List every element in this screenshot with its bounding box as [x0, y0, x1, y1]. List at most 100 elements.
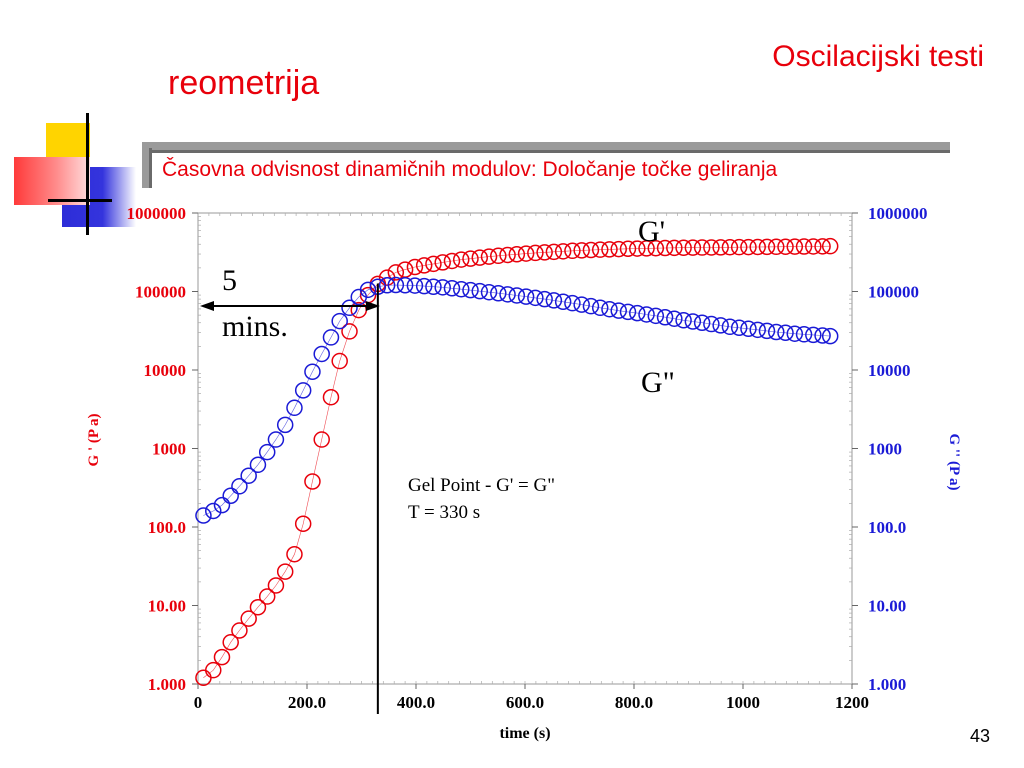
g-double-prime-point	[359, 281, 377, 299]
plot-frame	[197, 212, 853, 685]
g-prime-point	[415, 257, 433, 274]
g-double-prime-point	[536, 290, 553, 308]
g-double-prime-point	[684, 313, 702, 330]
g-double-prime-point	[740, 320, 757, 338]
g-prime-point	[213, 648, 231, 666]
subtitle-bar-left-shadow	[149, 148, 152, 188]
y-tick-label-right: 10000	[868, 361, 911, 380]
y-tick-label-right: 1.000	[868, 675, 906, 694]
g-prime-point	[462, 250, 479, 267]
g-prime-point	[443, 252, 461, 270]
g-double-prime-point	[573, 296, 590, 313]
y-tick-label-left: 10000	[144, 361, 187, 380]
subtitle-bar-left	[142, 142, 149, 188]
g-double-prime-point	[286, 399, 303, 417]
g-double-prime-point	[205, 502, 222, 520]
g-double-prime-point	[499, 286, 516, 303]
slide-title-left: reometrija	[168, 64, 320, 102]
subtitle-bar	[142, 142, 950, 150]
g-double-prime-point	[821, 327, 839, 345]
y-tick-label-right: 100000	[868, 283, 919, 302]
g-double-prime-point	[591, 299, 609, 317]
g-double-prime-point	[313, 345, 330, 363]
y-tick-label-left: 10.00	[148, 597, 186, 616]
x-tick-label: 800.0	[615, 693, 653, 712]
g-double-prime-point	[638, 306, 655, 323]
y-tick-label-right: 10.00	[868, 597, 906, 616]
g-prime-point	[499, 246, 516, 264]
g-prime-point	[619, 240, 637, 258]
g-double-prime-point	[517, 288, 535, 305]
g-prime-point	[508, 246, 526, 263]
g-prime-point	[749, 238, 766, 256]
subtitle-bar-shadow	[142, 150, 950, 153]
g-double-prime-point	[675, 312, 692, 329]
g-double-prime-label: G"	[641, 366, 675, 399]
g-prime-point	[471, 249, 489, 266]
g-double-prime-point	[666, 310, 683, 327]
g-double-prime-point	[749, 321, 766, 339]
g-prime-label: G'	[638, 215, 665, 248]
g-prime-point	[331, 352, 348, 370]
g-prime-point	[684, 239, 702, 256]
g-prime-point	[205, 661, 222, 679]
g-double-prime-point	[258, 443, 276, 461]
y-tick-label-left: 1000000	[127, 204, 187, 223]
g-double-prime-point	[462, 281, 479, 299]
y-tick-label-right: 100.0	[868, 518, 906, 537]
g-double-prime-point	[721, 318, 739, 336]
g-prime-point	[656, 239, 674, 257]
g-prime-point	[434, 254, 451, 271]
x-tick-label: 400.0	[397, 693, 435, 712]
g-double-prime-point	[415, 277, 433, 295]
g-double-prime-point	[490, 284, 507, 302]
g-prime-point	[276, 563, 294, 580]
g-prime-point	[231, 622, 248, 639]
g-double-prime-point	[425, 278, 442, 295]
g-prime-point	[777, 238, 794, 255]
g-prime-point	[721, 239, 739, 256]
g-double-prime-point	[814, 327, 831, 344]
x-tick-label: 0	[194, 693, 203, 712]
decorative-logo	[10, 105, 145, 235]
y-tick-label-left: 100000	[135, 283, 186, 302]
g-double-prime-point	[276, 416, 294, 434]
g-prime-point	[240, 610, 257, 627]
x-tick-label: 1200	[835, 693, 869, 712]
g-double-prime-point	[480, 283, 498, 301]
g-double-prime-point	[452, 280, 470, 298]
g-prime-point	[313, 431, 330, 448]
g-double-prime-point	[730, 319, 748, 337]
g-prime-point	[387, 264, 405, 281]
series-layer	[195, 237, 839, 687]
g-double-prime-point	[240, 467, 257, 484]
y-axis-title-right: G '' (P a)	[946, 433, 962, 490]
g-double-prime-point	[703, 315, 720, 333]
g-prime-point	[582, 241, 600, 259]
g-double-prime-point	[601, 300, 618, 318]
g-double-prime-point	[527, 289, 544, 307]
g-double-prime-point	[387, 276, 405, 294]
g-prime-point	[267, 577, 285, 594]
gel-point-label: Gel Point - G' = G"	[408, 475, 555, 496]
g-prime-point	[767, 238, 785, 256]
g-prime-point	[795, 238, 813, 255]
g-prime-point	[712, 239, 729, 256]
slide-number: 43	[969, 726, 990, 746]
g-prime-point	[703, 239, 720, 256]
y-axis-title-left: G ' (P a)	[86, 414, 102, 467]
y-tick-label-left: 1000	[152, 440, 186, 459]
annotation-layer	[200, 283, 380, 714]
g-prime-point	[814, 238, 831, 255]
g-prime-point	[304, 473, 321, 490]
g-double-prime-point	[554, 293, 572, 311]
g-double-prime-point	[805, 326, 822, 344]
g-double-prime-point	[629, 304, 646, 322]
g-double-prime-point	[610, 302, 627, 319]
x-tick-label: 200.0	[288, 693, 326, 712]
g-prime-point	[517, 245, 535, 262]
g-prime-line	[203, 245, 831, 679]
g-prime-point	[294, 515, 312, 533]
g-prime-point	[425, 255, 442, 273]
g-double-prime-point	[406, 277, 424, 294]
